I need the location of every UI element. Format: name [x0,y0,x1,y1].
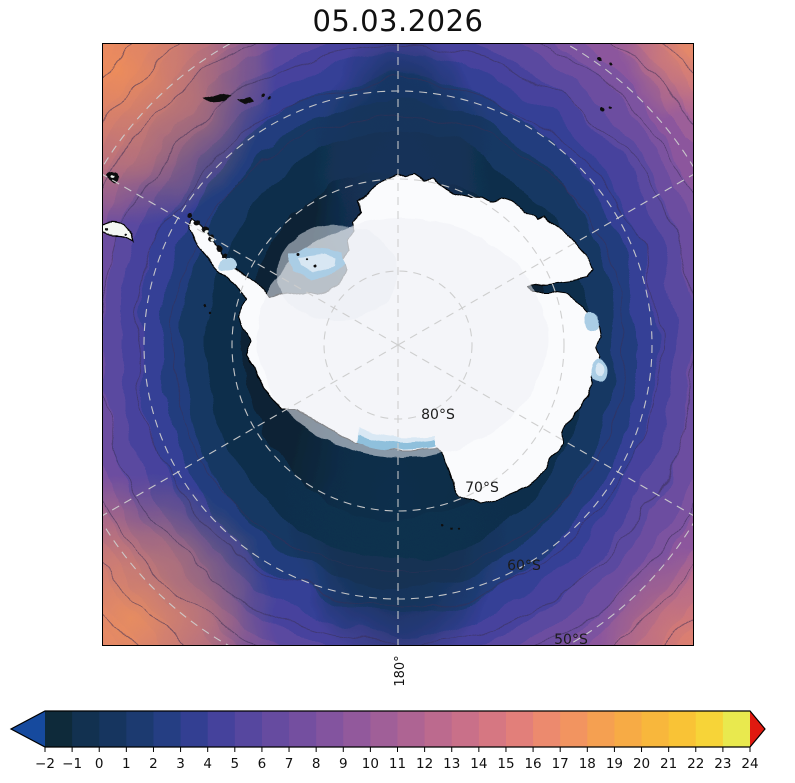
colorbar-tick-label: 15 [497,756,514,772]
colorbar-segment [207,711,236,747]
meridian-180-label: 180° [392,655,408,687]
colorbar-tick-label: 19 [606,756,623,772]
colorbar-segment [316,711,344,747]
colorbar-segment [424,711,453,747]
latitude-circle [231,178,565,512]
graticule [102,43,694,646]
colorbar-over-arrow [750,711,765,747]
colorbar-segment [614,711,643,747]
colorbar-under-arrow [11,711,45,747]
island-sliver [238,97,254,104]
colorbar-segment [261,711,290,747]
colorbar-segment [343,711,371,747]
latitude-label: 60°S [507,558,541,574]
map-frame [102,43,694,646]
colorbar-tick-label: 11 [389,756,406,772]
south-georgia-island [102,221,136,243]
colorbar-tick-label: −1 [62,756,82,772]
colorbar-tick-label: 4 [203,756,212,772]
colorbar-tick-label: 12 [416,756,433,772]
colorbar-tick-label: 1 [122,756,131,772]
colorbar-segment [451,711,480,747]
colorbar-segment [695,711,724,747]
island-snow [203,231,207,235]
colorbar-segment [641,711,670,747]
colorbar-segments [45,711,751,747]
colorbar-segment [560,711,588,747]
map-canvas: 80°S 70°S 60°S 50°S [102,43,694,646]
ross-ice-front [357,435,434,451]
meridian-ray [102,173,399,346]
colorbar-segment [99,711,127,747]
colorbar: −2 −1 0 1 2 3 4 5 6 7 8 9 10 11 12 13 14 15 16 17 18 19 20 21 22… [0,700,795,783]
colorbar-segment [370,711,399,747]
latitude-labels: 80°S 70°S 60°S 50°S [421,407,588,646]
colorbar-segment [668,711,697,747]
colorbar-tick-label: 9 [339,756,348,772]
island-sliver [203,93,232,102]
latitude-label: 70°S [465,480,499,496]
colorbar-tick-label: 6 [258,756,267,772]
colorbar-segment [153,711,182,747]
small-island-snow [111,174,115,178]
island-dot [106,228,110,232]
colorbar-segment [722,711,751,747]
small-island [107,171,120,184]
colorbar-tick-label: 23 [714,756,731,772]
meridian-ray [397,173,694,346]
plot-title: 05.03.2026 [312,4,484,38]
colorbar-tick-label: −2 [35,756,55,772]
meridian-ray [102,344,399,517]
latitude-label: 50°S [554,632,588,646]
colorbar-tick-label: 7 [285,756,294,772]
colorbar-canvas: −2 −1 0 1 2 3 4 5 6 7 8 9 10 11 12 13 14 15 16 17 18 19 20 21 22… [9,710,766,772]
colorbar-tick-label: 22 [687,756,704,772]
colorbar-ticks [44,747,751,752]
island-dot [266,97,270,101]
colorbar-segment [72,711,100,747]
colorbar-tick-labels: −2 −1 0 1 2 3 4 5 6 7 8 9 10 11 12 13 14 15 16 17 18 19 20 21 22… [35,756,759,772]
colorbar-tick-label: 13 [443,756,460,772]
colorbar-segment [180,711,209,747]
latitude-label: 80°S [421,407,455,423]
colorbar-segment [289,711,317,747]
colorbar-tick-label: 21 [660,756,677,772]
colorbar-tick-label: 0 [95,756,104,772]
colorbar-segment [478,711,507,747]
colorbar-tick-label: 18 [579,756,596,772]
colorbar-segment [397,711,426,747]
colorbar-tick-label: 2 [149,756,158,772]
colorbar-segment [533,711,561,747]
island-dot [600,107,604,111]
colorbar-tick-label: 10 [362,756,379,772]
colorbar-segment [234,711,263,747]
peninsula-sea-ice [219,259,237,271]
colorbar-tick-label: 17 [552,756,569,772]
isotherm-contour [135,82,661,608]
island-dot [124,232,128,236]
colorbar-tick-label: 8 [312,756,321,772]
island-dot [598,57,602,61]
colorbar-segment [587,711,616,747]
island-dot [609,62,613,66]
land-layer [102,57,613,532]
colorbar-tick-label: 3 [176,756,185,772]
colorbar-tick-label: 5 [231,756,240,772]
colorbar-tick-label: 24 [741,756,758,772]
colorbar-tick-label: 16 [524,756,541,772]
meridian-ray [397,344,694,517]
colorbar-segment [505,711,534,747]
east-coast-sea-ice [585,313,599,331]
polar-map: 80°S 70°S 60°S 50°S [102,43,694,646]
island-snow [210,240,214,244]
island-dot [260,94,264,98]
colorbar-segment [45,711,73,747]
colorbar-tick-label: 20 [633,756,650,772]
colorbar-tick-label: 14 [470,756,487,772]
east-coast-sea-ice-pale [594,363,604,375]
colorbar-segment [126,711,155,747]
island-dot [607,104,611,108]
